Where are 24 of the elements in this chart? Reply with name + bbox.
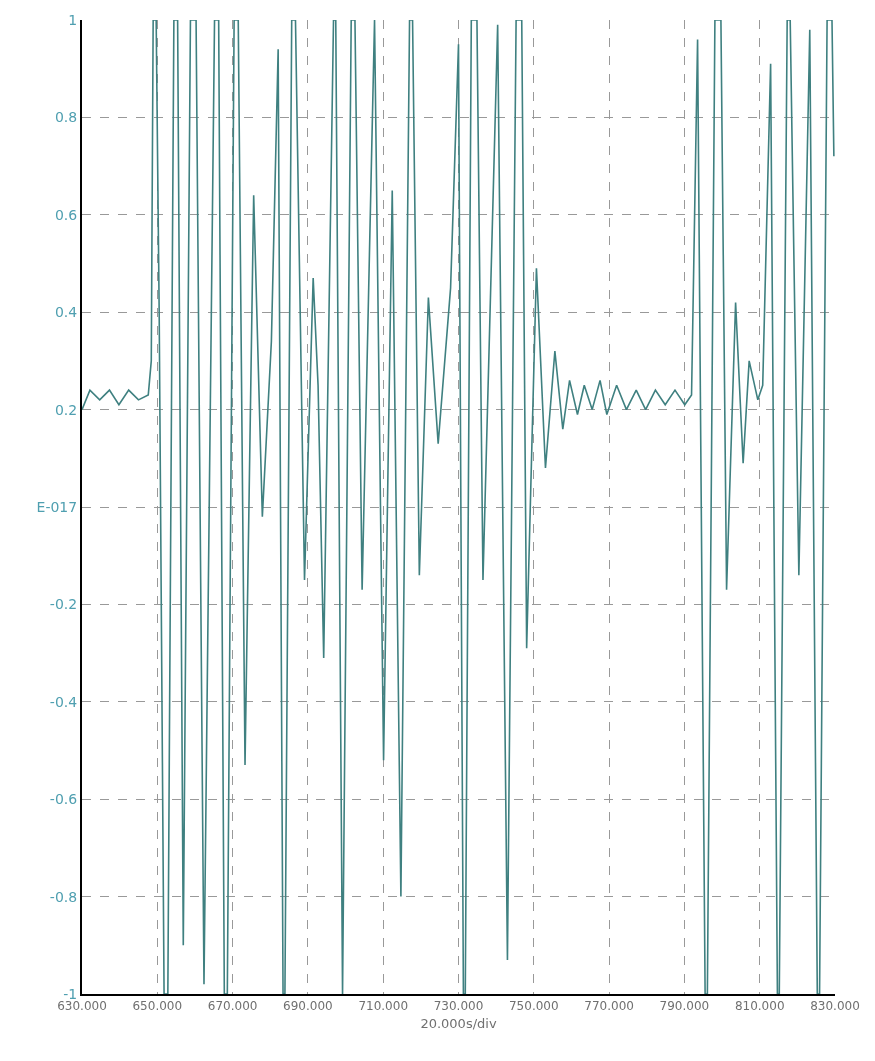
y-tick-label: 0.2 xyxy=(54,401,78,418)
y-tick-label: 0.4 xyxy=(54,304,78,321)
y-tick-label: -0.4 xyxy=(49,693,78,710)
x-tick-label: 710.000 xyxy=(358,999,409,1014)
x-tick-label: 670.000 xyxy=(207,999,258,1014)
x-axis-title: 20.000s/div xyxy=(420,1015,497,1031)
y-tick-label: -0.6 xyxy=(49,791,78,808)
x-tick-label: 810.000 xyxy=(734,999,785,1014)
x-tick-label: 750.000 xyxy=(508,999,559,1014)
y-tick-label: 0.8 xyxy=(54,109,78,126)
y-tick-label: -0.8 xyxy=(49,888,78,905)
y-tick-label: 1 xyxy=(68,11,78,28)
x-tick-label: 830.000 xyxy=(810,999,860,1014)
y-tick-label: -0.2 xyxy=(49,596,78,613)
x-tick-label: 650.000 xyxy=(132,999,183,1014)
y-tick-label: E-017 xyxy=(36,498,78,515)
line-series xyxy=(82,20,835,994)
x-tick-label: 690.000 xyxy=(283,999,333,1014)
x-tick-label: 730.000 xyxy=(433,999,484,1014)
x-tick-label: 790.000 xyxy=(659,999,710,1014)
x-tick-label: 770.000 xyxy=(584,999,634,1014)
x-tick-label: 630.000 xyxy=(57,999,107,1014)
y-tick-label: -1 xyxy=(63,985,78,1002)
y-tick-label: 0.6 xyxy=(54,206,78,223)
